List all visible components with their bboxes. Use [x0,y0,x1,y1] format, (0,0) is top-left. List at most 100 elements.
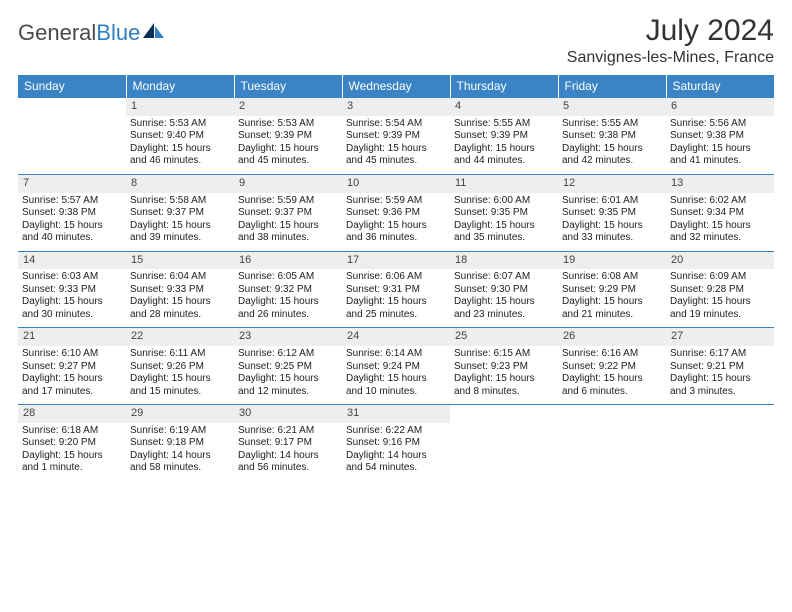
day-details: Sunrise: 5:53 AMSunset: 9:40 PMDaylight:… [130,118,230,168]
calendar-day-cell: 23 Sunrise: 6:12 AMSunset: 9:25 PMDayligh… [234,328,342,405]
daylight-text: and 45 minutes. [238,155,338,168]
calendar-day-cell: 11Sunrise: 6:00 AMSunset: 9:35 PMDayligh… [450,174,558,251]
calendar-day-cell [558,405,666,481]
sunrise-text: Sunrise: 5:53 AM [238,118,338,131]
day-number: 22 [126,328,234,346]
day-number: 23 [234,328,342,346]
sunset-text: Sunset: 9:32 PM [238,284,338,297]
daylight-text: Daylight: 15 hours [130,220,230,233]
daylight-text: and 3 minutes. [670,386,770,399]
calendar-day-cell [18,98,126,174]
daylight-text: Daylight: 14 hours [238,450,338,463]
day-details: Sunrise: 6:00 AMSunset: 9:35 PMDaylight:… [454,195,554,245]
daylight-text: Daylight: 15 hours [238,143,338,156]
sail-icon [143,23,165,41]
sunrise-text: Sunrise: 5:59 AM [238,195,338,208]
sunrise-text: Sunrise: 6:10 AM [22,348,122,361]
day-details: Sunrise: 6:18 AMSunset: 9:20 PMDaylight:… [22,425,122,475]
weekday-heading: Tuesday [234,75,342,98]
sunrise-text: Sunrise: 6:09 AM [670,271,770,284]
day-number: 29 [126,405,234,423]
sunrise-text: Sunrise: 5:59 AM [346,195,446,208]
daylight-text: and 19 minutes. [670,309,770,322]
daylight-text: and 56 minutes. [238,462,338,475]
sunset-text: Sunset: 9:33 PM [130,284,230,297]
day-number: 24 [342,328,450,346]
calendar-day-cell: 8Sunrise: 5:58 AMSunset: 9:37 PMDaylight… [126,174,234,251]
sunset-text: Sunset: 9:24 PM [346,361,446,374]
day-details: Sunrise: 6:10 AMSunset: 9:27 PMDaylight:… [22,348,122,398]
daylight-text: Daylight: 15 hours [22,220,122,233]
day-details: Sunrise: 5:55 AMSunset: 9:38 PMDaylight:… [562,118,662,168]
daylight-text: and 30 minutes. [22,309,122,322]
sunset-text: Sunset: 9:25 PM [238,361,338,374]
day-details: Sunrise: 6:12 AMSunset: 9:25 PMDaylight:… [238,348,338,398]
sunrise-text: Sunrise: 6:05 AM [238,271,338,284]
sunset-text: Sunset: 9:33 PM [22,284,122,297]
sunrise-text: Sunrise: 6:01 AM [562,195,662,208]
daylight-text: Daylight: 15 hours [346,220,446,233]
daylight-text: and 44 minutes. [454,155,554,168]
daylight-text: Daylight: 15 hours [130,373,230,386]
sunset-text: Sunset: 9:30 PM [454,284,554,297]
calendar-week-row: 1Sunrise: 5:53 AMSunset: 9:40 PMDaylight… [18,98,774,174]
calendar-day-cell: 31Sunrise: 6:22 AMSunset: 9:16 PMDayligh… [342,405,450,481]
day-number: 5 [558,98,666,116]
calendar-day-cell: 17Sunrise: 6:06 AMSunset: 9:31 PMDayligh… [342,251,450,328]
day-details: Sunrise: 6:16 AMSunset: 9:22 PMDaylight:… [562,348,662,398]
calendar-day-cell: 2Sunrise: 5:53 AMSunset: 9:39 PMDaylight… [234,98,342,174]
calendar-week-row: 28Sunrise: 6:18 AMSunset: 9:20 PMDayligh… [18,405,774,481]
daylight-text: and 12 minutes. [238,386,338,399]
daylight-text: Daylight: 15 hours [346,373,446,386]
calendar-body: 1Sunrise: 5:53 AMSunset: 9:40 PMDaylight… [18,98,774,481]
sunrise-text: Sunrise: 6:17 AM [670,348,770,361]
sunset-text: Sunset: 9:23 PM [454,361,554,374]
calendar-day-cell: 28Sunrise: 6:18 AMSunset: 9:20 PMDayligh… [18,405,126,481]
day-details: Sunrise: 6:02 AMSunset: 9:34 PMDaylight:… [670,195,770,245]
sunrise-text: Sunrise: 5:55 AM [562,118,662,131]
day-details: Sunrise: 6:08 AMSunset: 9:29 PMDaylight:… [562,271,662,321]
day-number: 12 [558,175,666,193]
daylight-text: and 33 minutes. [562,232,662,245]
calendar-day-cell: 18Sunrise: 6:07 AMSunset: 9:30 PMDayligh… [450,251,558,328]
title-block: July 2024 Sanvignes-les-Mines, France [567,14,774,67]
sunrise-text: Sunrise: 6:22 AM [346,425,446,438]
sunrise-text: Sunrise: 6:16 AM [562,348,662,361]
calendar-week-row: 7Sunrise: 5:57 AMSunset: 9:38 PMDaylight… [18,174,774,251]
sunrise-text: Sunrise: 5:58 AM [130,195,230,208]
calendar-day-cell: 27Sunrise: 6:17 AMSunset: 9:21 PMDayligh… [666,328,774,405]
sunset-text: Sunset: 9:20 PM [22,437,122,450]
day-number: 18 [450,252,558,270]
daylight-text: and 42 minutes. [562,155,662,168]
day-number: 20 [666,252,774,270]
calendar-day-cell: 10Sunrise: 5:59 AMSunset: 9:36 PMDayligh… [342,174,450,251]
day-details: Sunrise: 5:53 AMSunset: 9:39 PMDaylight:… [238,118,338,168]
daylight-text: Daylight: 15 hours [22,296,122,309]
calendar-week-row: 14Sunrise: 6:03 AMSunset: 9:33 PMDayligh… [18,251,774,328]
day-details: Sunrise: 6:19 AMSunset: 9:18 PMDaylight:… [130,425,230,475]
day-details: Sunrise: 6:04 AMSunset: 9:33 PMDaylight:… [130,271,230,321]
daylight-text: and 41 minutes. [670,155,770,168]
daylight-text: and 38 minutes. [238,232,338,245]
daylight-text: Daylight: 15 hours [346,143,446,156]
day-number: 6 [666,98,774,116]
sunset-text: Sunset: 9:37 PM [238,207,338,220]
daylight-text: and 46 minutes. [130,155,230,168]
day-details: Sunrise: 6:07 AMSunset: 9:30 PMDaylight:… [454,271,554,321]
sunset-text: Sunset: 9:21 PM [670,361,770,374]
day-details: Sunrise: 6:22 AMSunset: 9:16 PMDaylight:… [346,425,446,475]
weekday-heading: Wednesday [342,75,450,98]
day-number: 27 [666,328,774,346]
daylight-text: and 35 minutes. [454,232,554,245]
day-number: 14 [18,252,126,270]
sunrise-text: Sunrise: 6:12 AM [238,348,338,361]
day-number: 19 [558,252,666,270]
weekday-heading: Monday [126,75,234,98]
sunrise-text: Sunrise: 5:56 AM [670,118,770,131]
day-number: 17 [342,252,450,270]
day-number: 16 [234,252,342,270]
sunset-text: Sunset: 9:29 PM [562,284,662,297]
sunrise-text: Sunrise: 6:07 AM [454,271,554,284]
daylight-text: Daylight: 15 hours [22,450,122,463]
sunset-text: Sunset: 9:35 PM [454,207,554,220]
